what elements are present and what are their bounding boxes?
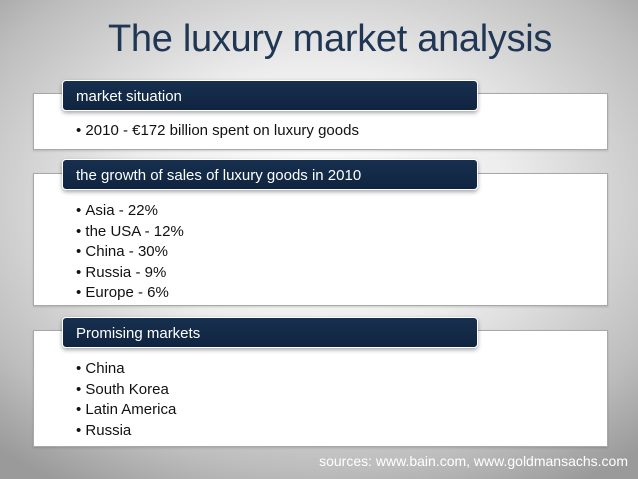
section-header-market-situation: market situation bbox=[62, 80, 478, 111]
bullet-item: China - 30% bbox=[76, 242, 184, 263]
bullet-item: Russia - 9% bbox=[76, 263, 184, 284]
bullet-item: Russia bbox=[76, 421, 176, 442]
slide-title: The luxury market analysis bbox=[108, 18, 553, 60]
bullet-item: the USA - 12% bbox=[76, 222, 183, 243]
section-header-sales-growth: the growth of sales of luxury goods in 2… bbox=[62, 159, 478, 190]
bullet-list-sales-growth: Asia - 22% the USA - 12% China - 30% Rus… bbox=[76, 201, 184, 304]
bullet-item: South Korea bbox=[76, 380, 176, 401]
bullet-item: Asia - 22% bbox=[76, 201, 184, 222]
bullet-list-market-situation: 2010 - €172 billion spent on luxury good… bbox=[76, 121, 359, 142]
section-header-promising-markets: Promising markets bbox=[62, 317, 478, 348]
bullet-item: China bbox=[76, 359, 176, 380]
bullet-item: Europe - 6% bbox=[76, 283, 184, 304]
sources-footnote: sources: www.bain.com, www.goldmansachs.… bbox=[319, 453, 628, 469]
bullet-item: 2010 - €172 billion spent on luxury good… bbox=[76, 121, 359, 142]
bullet-item: Latin America bbox=[76, 400, 176, 421]
bullet-list-promising-markets: China South Korea Latin America Russia bbox=[76, 359, 176, 441]
